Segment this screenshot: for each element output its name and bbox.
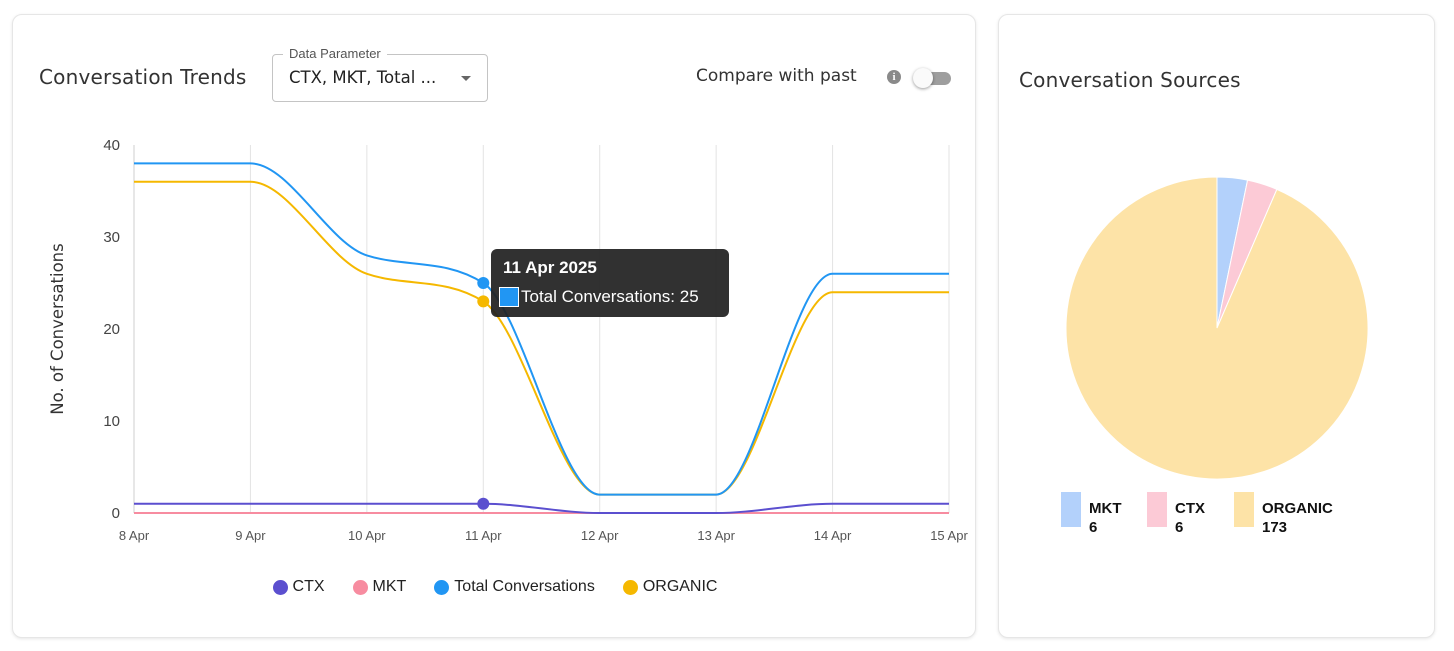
series-line-organic bbox=[133, 180, 949, 496]
legend-item-organic[interactable]: ORGANIC bbox=[622, 578, 718, 596]
pie-legend-swatch bbox=[1147, 492, 1167, 527]
pie-legend-name: MKT bbox=[1089, 500, 1122, 517]
x-tick-label: 14 Apr bbox=[814, 528, 852, 543]
legend-dot bbox=[352, 579, 368, 595]
pie-legend-swatch bbox=[1061, 492, 1081, 527]
y-tick-label: 20 bbox=[103, 321, 120, 338]
x-tick-label: 13 Apr bbox=[697, 528, 735, 543]
legend-dot bbox=[622, 579, 638, 595]
compare-with-past-label: Compare with past bbox=[696, 66, 857, 86]
trend-line-chart: 0 10 20 30 40 8 Apr 9 Apr 10 Apr 11 Apr 12 Apr 13 … bbox=[48, 137, 968, 543]
x-tick-label: 11 Apr bbox=[465, 528, 502, 543]
y-tick-label: 10 bbox=[103, 413, 120, 430]
data-parameter-label: Data Parameter bbox=[283, 46, 387, 61]
highlight-point-ctx[interactable] bbox=[477, 497, 490, 510]
y-tick-label: 0 bbox=[112, 505, 120, 522]
pie-legend-value: 6 bbox=[1175, 519, 1184, 536]
conversation-trends-card: Conversation Trends Data Parameter CTX, … bbox=[12, 14, 976, 638]
series-line-ctx bbox=[134, 502, 949, 514]
info-icon[interactable]: i bbox=[887, 70, 901, 84]
legend-item-total-conversations[interactable]: Total Conversations bbox=[434, 578, 595, 596]
pie-legend-name: ORGANIC bbox=[1262, 500, 1333, 517]
toggle-thumb bbox=[913, 68, 933, 88]
sources-pie-chart bbox=[1065, 176, 1369, 480]
data-parameter-dropdown[interactable]: Data Parameter CTX, MKT, Total ... bbox=[272, 46, 488, 102]
y-tick-label: 30 bbox=[103, 229, 120, 246]
legend-dot bbox=[434, 579, 450, 595]
trends-title: Conversation Trends bbox=[39, 65, 247, 89]
highlight-point-organic[interactable] bbox=[477, 295, 490, 308]
x-tick-label: 8 Apr bbox=[119, 528, 150, 543]
compare-with-past-toggle[interactable] bbox=[913, 68, 951, 88]
data-parameter-value: CTX, MKT, Total ... bbox=[289, 68, 437, 87]
x-tick-label: 9 Apr bbox=[235, 528, 266, 543]
trend-legend: CTX MKT Total Conversations ORGANIC bbox=[13, 578, 977, 596]
pie-legend-value: 173 bbox=[1262, 519, 1288, 536]
legend-label: Total Conversations bbox=[454, 578, 595, 595]
conversation-sources-card: Conversation Sources MKT 6 CTX 6 ORGANIC 173 bbox=[998, 14, 1435, 638]
sources-title: Conversation Sources bbox=[1019, 68, 1241, 92]
series-line-total-conversations bbox=[134, 162, 949, 496]
legend-label: ORGANIC bbox=[642, 578, 718, 595]
caret-down-icon bbox=[461, 76, 471, 81]
legend-label: MKT bbox=[372, 578, 407, 595]
legend-item-mkt[interactable]: MKT bbox=[352, 578, 407, 596]
legend-item-ctx[interactable]: CTX bbox=[272, 578, 325, 596]
pie-legend-value: 6 bbox=[1089, 519, 1098, 536]
tooltip-color-swatch bbox=[499, 287, 519, 307]
highlight-point-total-conversations[interactable] bbox=[477, 277, 490, 289]
x-tick-label: 15 Apr bbox=[930, 528, 968, 543]
y-tick-label: 40 bbox=[103, 137, 120, 154]
y-axis-label: No. of Conversations bbox=[48, 243, 67, 414]
chart-tooltip: 11 Apr 2025 Total Conversations: 25 bbox=[491, 249, 729, 317]
x-tick-label: 12 Apr bbox=[581, 528, 619, 543]
legend-dot bbox=[272, 579, 288, 595]
pie-legend-swatch bbox=[1234, 492, 1254, 527]
pie-slice-organic[interactable] bbox=[1065, 176, 1369, 480]
pie-legend-name: CTX bbox=[1175, 500, 1205, 517]
legend-label: CTX bbox=[292, 578, 325, 595]
tooltip-value: Total Conversations: 25 bbox=[521, 287, 699, 306]
tooltip-date: 11 Apr 2025 bbox=[503, 258, 597, 277]
x-tick-label: 10 Apr bbox=[348, 528, 386, 543]
